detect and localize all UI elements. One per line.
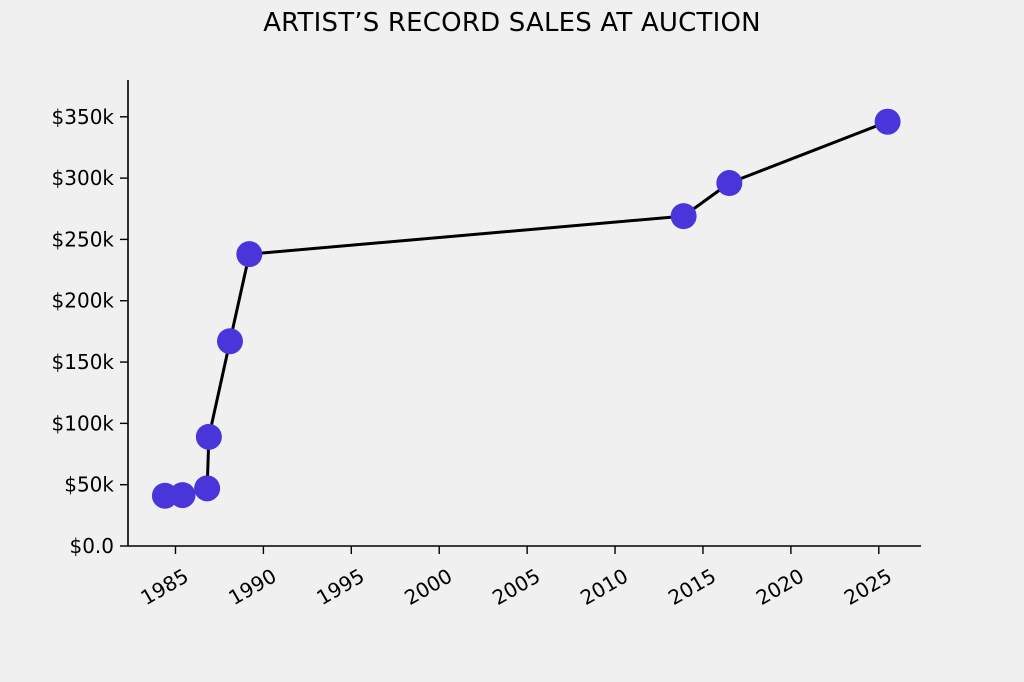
x-tick-label: 2000: [400, 564, 456, 610]
x-tick-label: 2025: [840, 564, 896, 610]
y-tick-label: $350k: [52, 105, 115, 129]
data-point: [194, 475, 221, 502]
data-point: [216, 328, 243, 355]
chart-title: ARTIST’S RECORD SALES AT AUCTION: [263, 8, 761, 38]
x-tick-label: 2005: [488, 564, 544, 610]
x-tick-label: 2015: [664, 564, 720, 610]
data-point: [195, 423, 222, 450]
x-tick-label: 1985: [136, 564, 192, 610]
y-tick-label: $250k: [52, 227, 115, 251]
x-tick-label: 2020: [752, 564, 808, 610]
series-line: [164, 120, 889, 498]
data-point: [874, 108, 901, 135]
x-tick-label: 1990: [224, 564, 280, 610]
x-tick-label: 1995: [312, 564, 368, 610]
y-tick-label: $100k: [52, 411, 115, 435]
y-tick-label: $150k: [52, 350, 115, 374]
x-tick-label: 2010: [576, 564, 632, 610]
y-tick-label: $50k: [64, 473, 114, 497]
y-tick-label: $0.0: [69, 534, 114, 558]
data-point: [169, 482, 196, 509]
y-tick-label: $200k: [52, 289, 115, 313]
data-point: [716, 170, 743, 197]
data-point: [236, 241, 263, 268]
data-point: [670, 203, 697, 230]
y-tick-label: $300k: [52, 166, 115, 190]
series-layer: [151, 108, 901, 509]
